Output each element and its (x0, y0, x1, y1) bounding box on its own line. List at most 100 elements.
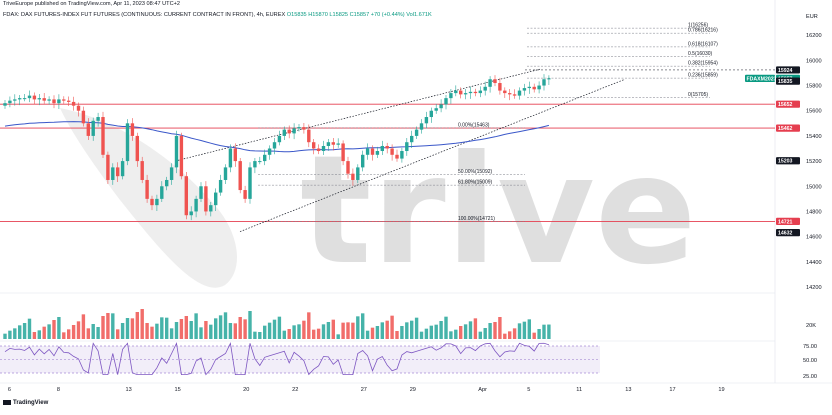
price-tag-label-2: 15835 (778, 79, 793, 85)
volume-bar (47, 324, 51, 339)
candle-body (419, 123, 424, 130)
price-tag-label-4: 15462 (778, 126, 793, 132)
volume-bar (370, 327, 375, 339)
fib-ext-label-1: 0.786(16216) (688, 28, 718, 34)
volume-bar (341, 322, 345, 339)
volume-bar (13, 328, 17, 339)
candle-body (3, 103, 7, 106)
volume-bar (165, 317, 169, 339)
candle-body (478, 90, 482, 94)
price-tick-7: 15600 (806, 109, 822, 115)
price-tick-6: 15400 (806, 134, 822, 140)
price-tick-8: 15800 (806, 84, 822, 90)
volume-bar (62, 332, 66, 339)
volume-bar (179, 319, 184, 339)
retracement-label-0: 0.00%(15463) (458, 122, 490, 128)
volume-bar (537, 329, 541, 339)
candle-body (209, 205, 213, 212)
trend-channel[interactable] (174, 68, 626, 232)
fib-retracement[interactable]: 0.00%(15463) 50.00%(15092) 61.80%(15009) 10… (258, 122, 525, 222)
candle-body (302, 127, 306, 130)
volume-bars (3, 309, 551, 339)
candles[interactable] (3, 74, 551, 221)
volume-bar (454, 329, 458, 339)
volume-bar (169, 328, 174, 339)
candle-body (169, 167, 174, 180)
candle-body (27, 95, 32, 99)
time-tick-5: 22 (292, 387, 298, 393)
volume-bar (155, 323, 159, 339)
volume-bar (473, 318, 478, 339)
volume-bar (22, 323, 27, 339)
volume-bar (297, 324, 301, 339)
price-tag-box (776, 100, 800, 108)
symbol-tag-label: FDAXM2023 (747, 76, 777, 82)
fib-ext-label-6: 0(15705) (688, 92, 708, 98)
price-axis[interactable]: 14200 14400 14600 14800 15000 15200 15400 15600… (806, 33, 822, 291)
candle-body (459, 90, 463, 95)
candle-body (488, 79, 492, 87)
candle-body (86, 123, 90, 136)
fib-extension[interactable]: 1(16256)0.786(16216) 0.618(16107) 0.5(1603… (527, 23, 718, 98)
volume-bar (263, 325, 267, 339)
volume-bar (267, 322, 272, 339)
ohlc-values: O15835 H15870 L15825 C15857 +70 (+0.44%)… (286, 12, 432, 18)
volume-bar (272, 319, 277, 339)
volume-bar (483, 328, 487, 339)
rsi-axis-50: 50.00 (803, 358, 817, 364)
currency-label: EUR (806, 14, 818, 20)
candle-body (307, 129, 311, 143)
fib-ext-label-5: 0.236(15859) (688, 73, 718, 79)
time-tick-8: Apr (478, 387, 487, 393)
candle-body (233, 148, 237, 162)
volume-bar (277, 316, 282, 339)
candle-body (71, 101, 76, 106)
price-tag-box (776, 124, 800, 132)
volume-bar (194, 313, 198, 339)
fib-ext-label-4: 0.382(15954) (688, 61, 718, 67)
candle-body (346, 161, 350, 174)
candle-body (503, 90, 507, 94)
candle-body (395, 154, 399, 159)
candle-body (424, 117, 429, 124)
volume-bar (228, 323, 233, 339)
volume-bar (233, 323, 237, 339)
tradingview-logo[interactable]: TradingView (3, 400, 48, 406)
candle-body (243, 190, 247, 199)
volume-bar (209, 324, 213, 339)
volume-bar (120, 323, 125, 339)
volume-bar (547, 324, 551, 339)
symbol-title[interactable]: FDAX: DAX FUTURES-INDEX FUT FUTURES (CON… (3, 12, 286, 18)
volume-bar (42, 326, 46, 339)
volume-bar (125, 318, 130, 339)
volume-bar (116, 329, 120, 339)
volume-bar (429, 325, 433, 339)
candle-body (439, 104, 443, 109)
volume-bar (312, 329, 316, 339)
volume-bar (459, 326, 463, 339)
volume-bar (214, 318, 218, 339)
time-tick-6: 27 (361, 387, 367, 393)
price-tag-label-0: 15924 (778, 68, 793, 74)
fib-ext-label-3: 0.5(16030) (688, 51, 713, 57)
volume-bar (527, 319, 531, 339)
candle-body (199, 186, 203, 199)
candle-body (81, 110, 86, 124)
candle-body (341, 143, 345, 162)
candle-body (248, 167, 252, 199)
time-tick-13: 19 (718, 387, 724, 393)
candle-body (527, 86, 531, 89)
candle-body (380, 145, 384, 152)
volume-bar (91, 324, 95, 339)
watermark-text: trive (300, 124, 697, 298)
candle-body (532, 86, 536, 90)
time-axis[interactable]: 6 8 13 15 20 22 27 29 Apr 5 11 13 17 19 (8, 387, 725, 393)
candle-body (150, 198, 154, 206)
retracement-label-3: 100.00%(14721) (458, 216, 495, 222)
volume-bar (361, 313, 365, 339)
candle-body (463, 93, 468, 95)
volume-bar (238, 317, 242, 339)
candle-body (434, 108, 438, 111)
volume-bar (223, 312, 228, 339)
